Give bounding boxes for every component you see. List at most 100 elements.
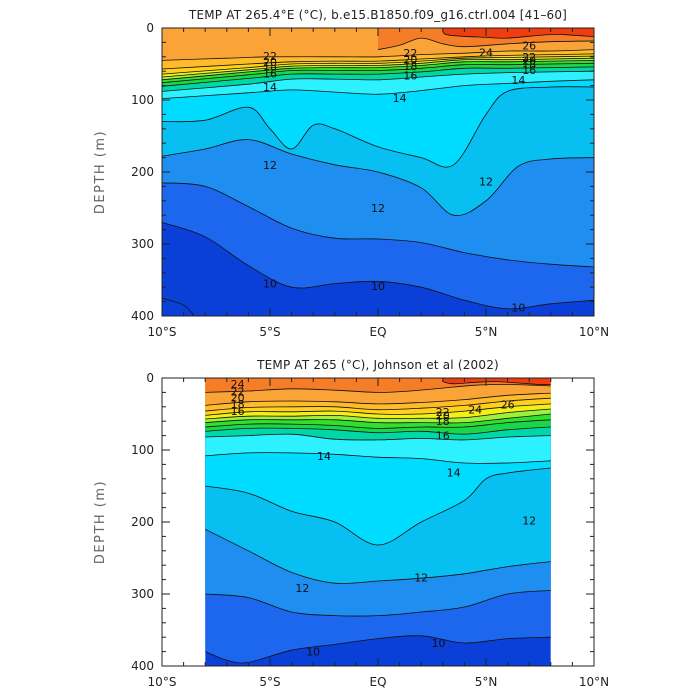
contour-label: 20 bbox=[436, 409, 450, 422]
contour-line-20 bbox=[162, 55, 594, 75]
contour-label: 14 bbox=[447, 466, 461, 479]
contour-line-19 bbox=[205, 408, 551, 420]
x-tick-label: 5°S bbox=[259, 325, 280, 339]
contour-label: 24 bbox=[468, 404, 482, 417]
contour-line-10 bbox=[205, 635, 551, 664]
x-tick-label: 10°S bbox=[148, 675, 177, 689]
contour-line-15 bbox=[162, 70, 594, 92]
x-tick-label: 10°N bbox=[579, 675, 609, 689]
y-tick-label: 400 bbox=[131, 309, 154, 323]
contour-line-10 bbox=[162, 222, 594, 310]
y-tick-label: 200 bbox=[131, 515, 154, 529]
y-axis-label: DEPTH (m) bbox=[93, 130, 108, 214]
contour-label: 12 bbox=[522, 515, 536, 528]
contour-label: 16 bbox=[522, 64, 536, 77]
contour-line-13 bbox=[205, 467, 551, 546]
x-tick-label: EQ bbox=[369, 675, 386, 689]
contour-label: 18 bbox=[436, 415, 450, 428]
contour-label: 12 bbox=[479, 175, 493, 188]
contour-line-26 bbox=[442, 381, 551, 385]
contour-label: 12 bbox=[295, 582, 309, 595]
contour-line-18 bbox=[205, 413, 551, 424]
chart-title: TEMP AT 265 (°C), Johnson et al (2002) bbox=[256, 358, 499, 372]
y-tick-label: 300 bbox=[131, 237, 154, 251]
contour-label: 22 bbox=[263, 50, 277, 63]
contour-label: 10 bbox=[431, 637, 445, 650]
contour-label: 16 bbox=[231, 405, 245, 418]
contour-line-16 bbox=[162, 66, 594, 87]
contour-label: 20 bbox=[403, 54, 417, 67]
contour-label: 10 bbox=[263, 278, 277, 291]
contour-line-26 bbox=[442, 31, 594, 39]
contour-label: 16 bbox=[263, 67, 277, 80]
contour-line-12 bbox=[205, 528, 551, 584]
contour-line-21 bbox=[205, 397, 551, 412]
contour-line-17 bbox=[205, 419, 551, 429]
contour-label: 14 bbox=[511, 74, 525, 87]
y-axis-label: DEPTH (m) bbox=[93, 480, 108, 564]
contour-label: 24 bbox=[231, 378, 245, 391]
y-tick-label: 0 bbox=[146, 371, 154, 385]
contour-line-11 bbox=[162, 182, 594, 268]
contour-label: 10 bbox=[511, 301, 525, 314]
contour-line-24 bbox=[377, 37, 594, 50]
contour-line-9 bbox=[162, 297, 195, 316]
y-tick-label: 400 bbox=[131, 659, 154, 673]
y-tick-label: 100 bbox=[131, 93, 154, 107]
contour-line-21 bbox=[162, 53, 594, 70]
contour-label: 20 bbox=[522, 54, 536, 67]
x-tick-label: 10°S bbox=[148, 325, 177, 339]
chart-title: TEMP AT 265.4°E (°C), b.e15.B1850.f09_g1… bbox=[188, 8, 567, 22]
contour-fill-26 bbox=[442, 28, 594, 39]
contour-label: 12 bbox=[371, 202, 385, 215]
contour-label: 14 bbox=[263, 81, 277, 94]
contour-line-15 bbox=[205, 433, 551, 441]
contour-label: 24 bbox=[479, 46, 493, 59]
contour-field bbox=[162, 28, 594, 316]
contour-label: 14 bbox=[393, 92, 407, 105]
contour-label: 20 bbox=[263, 56, 277, 69]
panel-top: 2220181614121022201816141210242622201816… bbox=[93, 8, 609, 339]
contour-label: 26 bbox=[522, 39, 536, 52]
contour-line-16 bbox=[205, 426, 551, 435]
x-tick-label: 5°N bbox=[475, 325, 498, 339]
contour-line-20 bbox=[205, 403, 551, 416]
contour-line-22 bbox=[205, 392, 551, 406]
contour-label: 16 bbox=[403, 70, 417, 83]
contour-label: 22 bbox=[231, 386, 245, 399]
contour-label: 12 bbox=[414, 571, 428, 584]
contour-line-12 bbox=[162, 139, 594, 216]
contour-line-18 bbox=[162, 60, 594, 81]
y-tick-label: 100 bbox=[131, 443, 154, 457]
contour-label: 16 bbox=[436, 430, 450, 443]
y-tick-label: 200 bbox=[131, 165, 154, 179]
contour-label: 10 bbox=[306, 646, 320, 659]
contour-label: 12 bbox=[263, 159, 277, 172]
y-tick-label: 300 bbox=[131, 587, 154, 601]
contour-line-22 bbox=[162, 49, 594, 61]
contour-label: 26 bbox=[501, 399, 515, 412]
x-tick-label: 5°N bbox=[475, 675, 498, 689]
contour-label: 22 bbox=[403, 47, 417, 60]
contour-label: 22 bbox=[436, 406, 450, 419]
contour-line-11 bbox=[205, 590, 551, 617]
x-tick-label: 10°N bbox=[579, 325, 609, 339]
contour-label: 18 bbox=[231, 398, 245, 411]
contour-label: 18 bbox=[403, 60, 417, 73]
contour-label: 14 bbox=[317, 450, 331, 463]
contour-line-14 bbox=[205, 452, 551, 464]
contour-line-24 bbox=[205, 384, 551, 393]
contour-label: 18 bbox=[263, 60, 277, 73]
y-tick-label: 0 bbox=[146, 21, 154, 35]
contour-field bbox=[205, 378, 551, 666]
contour-label: 18 bbox=[522, 59, 536, 72]
x-tick-label: 5°S bbox=[259, 675, 280, 689]
contour-line-14 bbox=[162, 79, 594, 99]
x-tick-label: EQ bbox=[369, 325, 386, 339]
contour-line-17 bbox=[162, 62, 594, 84]
contour-label: 22 bbox=[522, 51, 536, 64]
contour-label: 20 bbox=[231, 391, 245, 404]
contour-label: 10 bbox=[371, 280, 385, 293]
